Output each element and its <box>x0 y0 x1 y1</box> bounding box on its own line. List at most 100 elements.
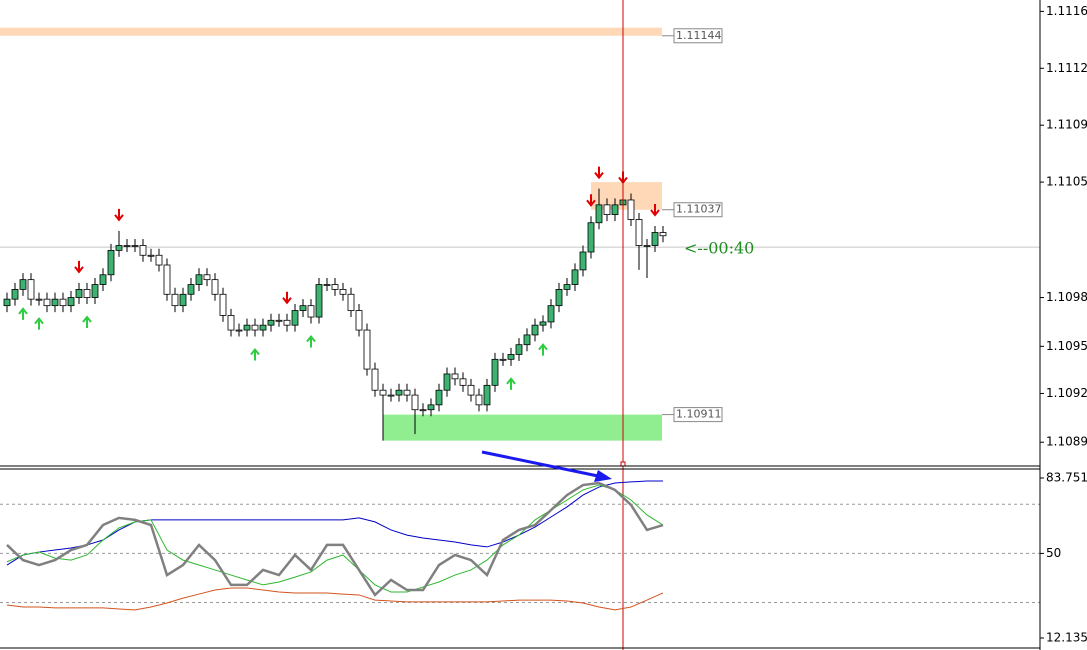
candle-body <box>91 284 99 298</box>
y-tick-label: 1.1116 <box>1046 4 1087 18</box>
candle-body <box>323 284 331 286</box>
candle-body <box>387 394 395 397</box>
candle-body <box>139 245 147 256</box>
candle-body <box>187 284 195 295</box>
y-tick-label: 1.1112 <box>1046 61 1087 75</box>
buy-arrow <box>306 334 316 348</box>
candle-body <box>491 358 499 386</box>
candle-body <box>283 319 291 326</box>
y-tick-label: 1.1105 <box>1046 175 1087 189</box>
candle-body <box>627 199 635 220</box>
candle-body <box>107 249 115 276</box>
candle-body <box>67 297 75 307</box>
candle-body <box>475 394 483 406</box>
candle-body <box>547 305 555 323</box>
y-tick-label: 1.1092 <box>1046 386 1087 400</box>
indicator-line <box>6 480 663 566</box>
countdown: <--00:40 <box>684 239 754 258</box>
buy-arrow <box>18 307 28 320</box>
candle-body <box>331 284 339 290</box>
buy-arrow <box>538 343 548 356</box>
candle-body <box>651 232 659 246</box>
candle-body <box>539 321 547 326</box>
candle-body <box>227 315 235 331</box>
candle-body <box>379 389 387 396</box>
time-marker-handle <box>620 461 626 467</box>
candle-body <box>403 389 411 396</box>
sell-arrow <box>74 260 84 274</box>
y-tick-label: 12.1352 <box>1046 631 1087 645</box>
candle-body <box>51 298 59 307</box>
candle-body <box>339 289 347 295</box>
candle-body <box>259 324 267 331</box>
candle-body <box>35 298 43 301</box>
candle-body <box>451 373 459 380</box>
zone-label: 1.11144 <box>676 29 722 42</box>
candle-body <box>579 251 587 271</box>
candle-body <box>467 384 475 396</box>
candle-body <box>427 404 435 411</box>
buy-arrow <box>250 347 260 361</box>
candle-body <box>131 245 139 247</box>
candle-body <box>123 245 131 247</box>
candle-body <box>171 293 179 307</box>
candle-body <box>267 319 275 326</box>
candle-body <box>43 298 51 307</box>
candle-body <box>83 289 91 298</box>
candle-body <box>291 310 299 326</box>
arrow-shaft <box>481 450 599 478</box>
zone-label-box <box>673 407 723 423</box>
candle-body <box>11 289 19 300</box>
candle-body <box>347 293 355 311</box>
candle-body <box>635 219 643 246</box>
candle-body <box>275 319 283 322</box>
candle-body <box>411 394 419 411</box>
candle-body <box>371 368 379 391</box>
candle-body <box>251 324 259 331</box>
candle-body <box>459 378 467 386</box>
candle-body <box>515 344 523 355</box>
sell-arrow <box>586 194 596 207</box>
candle-body <box>611 204 619 216</box>
sell-arrow <box>650 203 660 217</box>
zone <box>591 182 662 210</box>
candle-body <box>195 274 203 285</box>
candle-body <box>219 293 227 316</box>
y-tick-label: 1.1109 <box>1046 118 1087 132</box>
candle-body <box>507 354 515 360</box>
candle-body <box>571 269 579 285</box>
candle-body <box>307 305 315 318</box>
candle-body <box>315 284 323 318</box>
candle-body <box>595 204 603 224</box>
zone-label: 1.11037 <box>676 203 722 216</box>
candle-body <box>243 324 251 331</box>
candle-body <box>3 298 11 307</box>
buy-arrow <box>82 315 92 329</box>
candle-body <box>235 329 243 332</box>
annotation-arrow <box>481 450 612 482</box>
candle-body <box>19 279 27 290</box>
candle-body <box>155 254 163 266</box>
candle-body <box>419 409 427 412</box>
candle-body <box>299 305 307 311</box>
buy-arrow <box>34 317 44 330</box>
y-tick-label: 1.1089 <box>1046 435 1087 449</box>
candle-body <box>355 310 363 331</box>
candle-body <box>643 245 651 247</box>
indicator-line <box>6 481 664 597</box>
zone-label-box <box>673 28 723 44</box>
candle-body <box>499 358 507 361</box>
sell-arrow <box>114 208 124 222</box>
arrow-head <box>594 470 612 482</box>
candle-body <box>395 389 403 396</box>
candle-body <box>443 373 451 391</box>
candle-body <box>27 279 35 300</box>
sell-arrow <box>594 166 604 180</box>
candle-body <box>563 284 571 290</box>
candle-body <box>147 254 155 257</box>
candle-body <box>523 334 531 346</box>
candle-body <box>363 329 371 370</box>
